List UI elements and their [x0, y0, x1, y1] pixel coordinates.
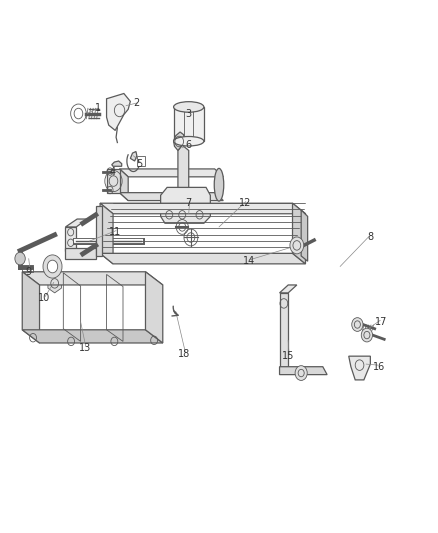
Polygon shape	[161, 188, 210, 223]
Polygon shape	[293, 203, 305, 264]
Circle shape	[361, 328, 372, 342]
Circle shape	[43, 255, 62, 278]
Polygon shape	[301, 210, 307, 261]
Polygon shape	[112, 161, 122, 166]
Text: 7: 7	[186, 198, 192, 208]
Text: 11: 11	[109, 227, 121, 237]
Polygon shape	[279, 367, 327, 375]
Text: 10: 10	[38, 293, 50, 303]
Text: 18: 18	[178, 349, 191, 359]
Text: 13: 13	[79, 343, 91, 353]
Text: 15: 15	[282, 351, 294, 361]
Polygon shape	[100, 203, 305, 214]
Polygon shape	[173, 132, 184, 150]
Polygon shape	[22, 272, 39, 343]
Text: 2: 2	[134, 98, 140, 108]
Polygon shape	[120, 169, 223, 177]
Polygon shape	[66, 219, 87, 227]
Polygon shape	[279, 293, 288, 372]
Polygon shape	[120, 169, 128, 200]
Polygon shape	[100, 203, 113, 264]
Text: 5: 5	[136, 159, 142, 168]
Polygon shape	[100, 253, 305, 264]
Text: 1: 1	[95, 103, 101, 114]
Text: 14: 14	[243, 256, 255, 266]
Polygon shape	[48, 274, 61, 293]
Text: 12: 12	[239, 198, 251, 208]
Polygon shape	[120, 192, 223, 200]
Ellipse shape	[173, 102, 204, 112]
Circle shape	[352, 318, 363, 332]
Circle shape	[290, 237, 304, 254]
Polygon shape	[66, 248, 96, 259]
Text: 3: 3	[186, 109, 192, 118]
Text: 16: 16	[373, 362, 385, 372]
Ellipse shape	[173, 136, 204, 146]
Polygon shape	[279, 285, 297, 293]
Polygon shape	[106, 93, 131, 131]
Polygon shape	[22, 272, 163, 285]
Polygon shape	[66, 227, 76, 251]
Ellipse shape	[214, 168, 224, 201]
Text: 8: 8	[367, 232, 374, 243]
Circle shape	[47, 260, 58, 273]
Polygon shape	[145, 272, 163, 343]
Text: 4: 4	[110, 166, 116, 176]
Circle shape	[15, 252, 25, 265]
Text: 6: 6	[186, 140, 192, 150]
Polygon shape	[178, 145, 189, 188]
Polygon shape	[22, 330, 163, 343]
Polygon shape	[349, 356, 371, 380]
Polygon shape	[131, 151, 137, 161]
Circle shape	[295, 366, 307, 381]
Text: 9: 9	[26, 267, 32, 277]
Polygon shape	[106, 169, 120, 192]
Polygon shape	[173, 107, 204, 141]
Polygon shape	[96, 206, 102, 256]
Text: 17: 17	[375, 317, 387, 327]
